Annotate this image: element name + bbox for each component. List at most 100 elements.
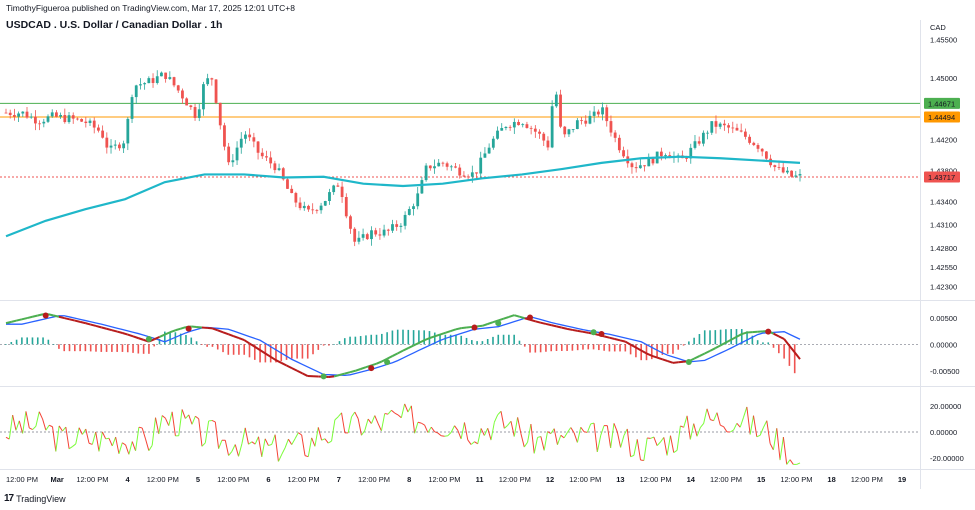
histogram-bar xyxy=(169,331,171,345)
wave-line-segment xyxy=(333,374,340,378)
momentum-line-segment xyxy=(374,415,379,424)
candle-body xyxy=(454,166,457,168)
wave-line-segment xyxy=(217,329,224,334)
momentum-line-segment xyxy=(274,434,279,462)
histogram-bar xyxy=(42,337,44,345)
candle-body xyxy=(613,132,617,138)
level-price-badge xyxy=(924,111,960,123)
time-axis-label: 6 xyxy=(266,475,270,484)
wave-line-segment xyxy=(709,347,716,352)
momentum-line-segment xyxy=(261,438,266,457)
candle-body xyxy=(256,141,260,153)
histogram-bar xyxy=(598,344,600,351)
momentum-line-segment xyxy=(29,427,33,431)
momentum-line-segment xyxy=(633,439,638,456)
histogram-bar xyxy=(63,344,66,352)
wave-line-segment xyxy=(730,336,737,341)
histogram-bar xyxy=(629,344,632,355)
wave-line-segment xyxy=(662,358,668,363)
wave-line-segment xyxy=(678,360,684,364)
candle-body xyxy=(206,78,210,85)
momentum-line-segment xyxy=(12,414,17,431)
momentum-line-segment xyxy=(38,411,43,420)
momentum-line-segment xyxy=(337,412,342,418)
wave-line-segment xyxy=(391,352,399,357)
momentum-line-segment xyxy=(188,414,193,425)
candle-body xyxy=(420,180,424,194)
candle-body xyxy=(71,115,75,119)
candle-body xyxy=(714,121,718,127)
oscillator-tick-label: 0.00000 xyxy=(930,340,957,349)
momentum-line-segment xyxy=(238,443,243,457)
momentum-line-segment xyxy=(85,428,90,444)
momentum-line-segment xyxy=(384,413,389,415)
wave-line-segment xyxy=(635,346,642,352)
histogram-bar xyxy=(449,334,452,345)
momentum-line-segment xyxy=(613,423,618,432)
histogram-bar xyxy=(10,342,13,345)
candle-body xyxy=(143,83,147,85)
tradingview-logo[interactable]: 17 TradingView xyxy=(4,493,66,504)
histogram-bar xyxy=(640,344,642,361)
candle-body xyxy=(286,179,289,189)
momentum-line-segment xyxy=(620,435,625,448)
histogram-bar xyxy=(211,344,214,347)
candle-body xyxy=(118,144,121,149)
candle-body xyxy=(210,78,214,80)
histogram-bar xyxy=(677,344,680,350)
momentum-line-segment xyxy=(600,425,605,436)
candle-body xyxy=(63,115,67,123)
momentum-line-segment xyxy=(357,418,362,436)
candle-body xyxy=(50,112,54,117)
wave-line-segment xyxy=(85,322,91,326)
wave-line-segment xyxy=(264,352,272,358)
momentum-line-segment xyxy=(58,425,63,432)
momentum-line-segment xyxy=(417,421,422,424)
candle-body xyxy=(126,118,130,144)
symbol-title[interactable]: USDCAD . U.S. Dollar / Canadian Dollar .… xyxy=(6,19,223,31)
momentum-line-segment xyxy=(171,411,176,436)
candle-body xyxy=(370,230,373,240)
momentum-line-segment xyxy=(720,424,724,428)
candle-body xyxy=(155,76,159,83)
candle-body xyxy=(575,120,579,130)
momentum-line-segment xyxy=(590,422,595,425)
momentum-line-segment xyxy=(224,440,230,456)
candle-body xyxy=(172,77,176,86)
histogram-bar xyxy=(285,344,288,360)
cross-dot xyxy=(145,336,152,342)
momentum-line-segment xyxy=(666,435,671,456)
wave-line-segment xyxy=(397,349,404,355)
histogram-bar xyxy=(772,344,775,348)
candle-body xyxy=(88,120,92,124)
histogram-bar xyxy=(322,344,325,346)
candle-body xyxy=(403,214,407,226)
histogram-bar xyxy=(359,336,362,345)
candle-body xyxy=(739,130,743,132)
momentum-line-segment xyxy=(463,422,469,441)
momentum-line-segment xyxy=(772,428,778,450)
momentum-line-segment xyxy=(517,417,522,434)
momentum-line-segment xyxy=(796,462,801,465)
candle-body xyxy=(134,85,138,98)
momentum-line-segment xyxy=(75,427,80,445)
time-axis-label: 11 xyxy=(476,475,484,484)
candle-body xyxy=(197,109,201,118)
candle-body xyxy=(752,142,756,146)
candle-body xyxy=(164,72,168,79)
momentum-line-segment xyxy=(141,427,147,440)
momentum-line-segment xyxy=(457,430,462,440)
chart-canvas[interactable]: CAD 1.45500 1.45000 1.44200 1.43800 1.43400 1.… xyxy=(0,0,975,490)
momentum-line-segment xyxy=(254,436,259,445)
histogram-bar xyxy=(74,344,76,352)
wave-line-segment xyxy=(614,338,621,342)
histogram-bar xyxy=(719,329,722,345)
candle-body xyxy=(638,165,642,169)
candle-body xyxy=(567,129,571,135)
candle-body xyxy=(466,176,470,178)
wave-line-segment xyxy=(640,349,647,355)
histogram-bar xyxy=(740,329,743,345)
price-tick-label: 1.42800 xyxy=(930,244,957,253)
wave-line-segment xyxy=(741,331,748,336)
time-axis-label: 12:00 PM xyxy=(780,475,812,484)
